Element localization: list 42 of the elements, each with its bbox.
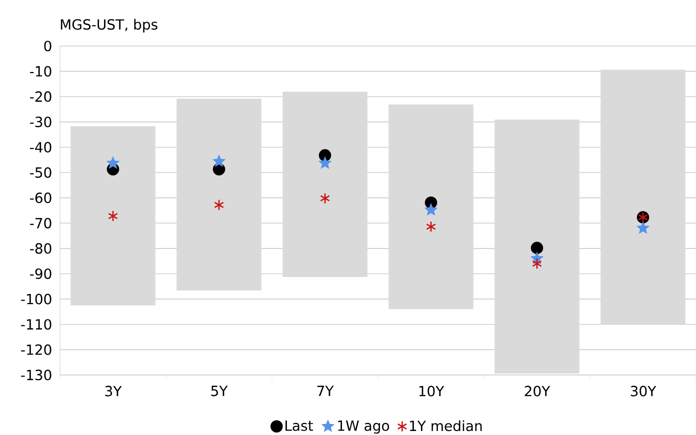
legend-label: 1W ago — [338, 420, 390, 434]
y-tick-label: -20 — [30, 91, 52, 102]
point — [318, 149, 332, 162]
point — [212, 154, 226, 168]
y-tick-label: -90 — [30, 268, 52, 280]
y-tick-label: -80 — [30, 243, 52, 254]
point — [530, 242, 544, 254]
legend-label: 1Y median — [410, 420, 482, 432]
point — [424, 202, 438, 216]
bar — [494, 120, 580, 374]
point — [108, 210, 118, 222]
point — [320, 192, 330, 204]
bar — [282, 92, 368, 278]
y-tick-label: -60 — [30, 192, 52, 204]
bar — [70, 126, 156, 306]
y-axis-title: MGS-UST, bps — [60, 18, 158, 32]
y-tick-label: -50 — [30, 167, 52, 178]
point — [636, 221, 650, 234]
y-tick-label: -100 — [21, 294, 52, 304]
x-tick-label: 7Y — [317, 386, 334, 396]
y-tick-label: -30 — [30, 116, 52, 128]
y-tick-label: -10 — [30, 66, 52, 77]
bar — [176, 98, 262, 290]
legend-label: Last — [286, 420, 313, 431]
y-tick-label: -110 — [21, 319, 52, 330]
x-tick-label: 5Y — [211, 386, 228, 396]
bar — [600, 70, 686, 324]
point — [426, 221, 436, 232]
y-tick-label: -130 — [21, 370, 52, 380]
point — [214, 199, 224, 211]
point — [532, 258, 542, 270]
y-tick-label: -120 — [21, 344, 52, 355]
bar — [388, 104, 474, 310]
x-tick-label: 10Y — [419, 386, 444, 396]
point — [318, 156, 332, 169]
y-tick-label: 0 — [44, 40, 52, 52]
y-tick-label: -70 — [30, 218, 52, 228]
x-tick-label: 30Y — [630, 386, 656, 396]
x-tick-label: 20Y — [524, 386, 550, 396]
y-tick-label: -40 — [30, 142, 52, 153]
x-tick-label: 3Y — [105, 386, 122, 396]
point — [106, 156, 120, 169]
